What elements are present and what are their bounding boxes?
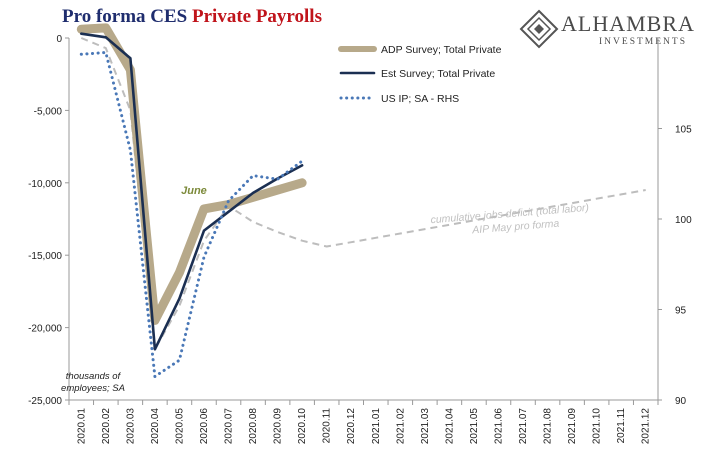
x-axis-tick-label: 2021.06 xyxy=(493,408,504,445)
x-axis-tick-label: 2020.12 xyxy=(346,408,357,445)
x-axis-tick-label: 2020.08 xyxy=(248,408,259,445)
x-axis-tick-label: 2021.09 xyxy=(567,408,578,445)
chart-title: Pro forma CES Private Payrolls xyxy=(62,6,322,28)
series-line-pro-forma xyxy=(80,37,646,351)
series-line-est-survey-total-private xyxy=(80,32,304,351)
x-axis-tick-label: 2021.07 xyxy=(518,408,529,445)
x-axis-tick-label: 2021.11 xyxy=(616,408,627,444)
x-axis-tick-label: 2021.04 xyxy=(444,408,455,445)
left-axis-tick-label: -15,000 xyxy=(28,251,62,262)
x-axis-tick-label: 2020.10 xyxy=(297,408,308,445)
x-axis-tick-label: 2021.02 xyxy=(395,408,406,445)
legend-label: Est Survey; Total Private xyxy=(381,68,495,80)
x-axis-tick-label: 2020.03 xyxy=(125,408,136,445)
x-axis-tick-label: 2020.07 xyxy=(224,408,235,445)
y-axis-label-line1: thousands of xyxy=(66,371,122,382)
x-axis-tick-label: 2021.05 xyxy=(469,408,480,445)
left-axis-tick-label: 0 xyxy=(56,34,62,45)
x-axis-tick-label: 2021.12 xyxy=(641,408,652,445)
x-axis-tick-label: 2020.02 xyxy=(101,408,112,445)
x-axis-tick-label: 2021.03 xyxy=(420,408,431,445)
legend-label: ADP Survey; Total Private xyxy=(381,44,502,56)
series-layer xyxy=(76,23,646,378)
logo-sub: INVESTMENTS xyxy=(599,37,687,47)
axes-layer: 0 -5,000 -10,000 -15,000 -20,000 -25,000 90 95 1… xyxy=(28,34,692,444)
chart-title-part2: Private Payrolls xyxy=(192,6,322,27)
x-axis-tick-label: 2021.01 xyxy=(371,408,382,445)
right-axis-tick-label: 95 xyxy=(675,306,687,317)
x-axis-tick-label: 2020.05 xyxy=(174,408,185,445)
series-line-us-ip-sa-rhs xyxy=(79,51,304,378)
right-axis-tick-label: 90 xyxy=(675,396,687,407)
logo-emblem-icon xyxy=(519,9,559,49)
x-axis-tick-label: 2021.10 xyxy=(592,408,603,445)
x-axis-tick-label: 2020.11 xyxy=(322,408,333,444)
x-axis-tick-label: 2021.08 xyxy=(543,408,554,445)
june-annotation: June xyxy=(181,185,207,197)
right-axis-tick-label: 100 xyxy=(675,215,692,226)
left-axis-tick-label: -5,000 xyxy=(34,106,63,117)
chart-title-part1: Pro forma CES xyxy=(62,6,192,27)
y-axis-label-line2: employees; SA xyxy=(61,383,125,394)
legend: ADP Survey; Total Private Est Survey; Tot… xyxy=(338,44,502,105)
left-axis-tick-label: -20,000 xyxy=(28,324,62,335)
x-axis-tick-label: 2020.04 xyxy=(150,408,161,445)
left-axis-tick-label: -10,000 xyxy=(28,179,62,190)
alhambra-logo: ALHAMBRA INVESTMENTS xyxy=(519,9,699,49)
logo-name: ALHAMBRA xyxy=(561,11,695,36)
right-axis-tick-label: 105 xyxy=(675,125,692,136)
legend-label: US IP; SA - RHS xyxy=(381,93,459,105)
left-axis-tick-label: -25,000 xyxy=(28,396,62,407)
x-axis-tick-label: 2020.01 xyxy=(76,408,87,445)
x-axis-tick-label: 2020.09 xyxy=(273,408,284,445)
x-axis-tick-label: 2020.06 xyxy=(199,408,210,445)
